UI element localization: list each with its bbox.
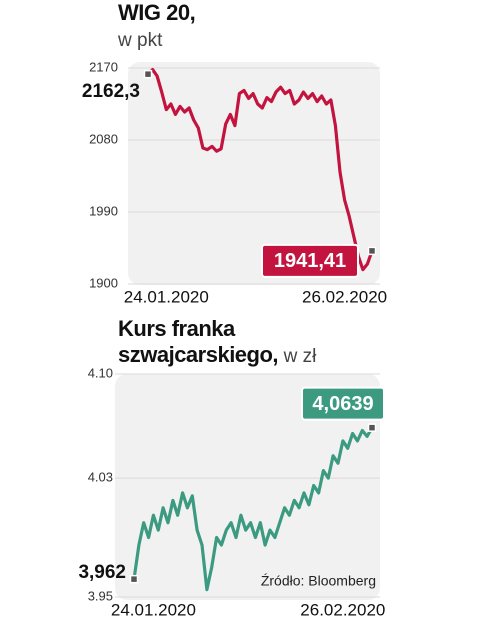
value-label-box	[301, 386, 385, 421]
y-tick-label: 2080	[89, 131, 118, 146]
chart-title-block: WIG 20, w pkt	[118, 0, 358, 54]
chart-title: Kurs franka szwajcarskiego,	[118, 316, 279, 367]
point-marker	[129, 574, 139, 584]
chart-subtitle: w pkt	[118, 30, 163, 51]
chart-title: WIG 20,	[118, 0, 196, 25]
source-note: Źródło: Bloomberg	[261, 573, 376, 589]
value-label-box	[261, 243, 359, 278]
y-tick-label: 4.03	[88, 470, 113, 485]
value-label: 1941,41	[274, 250, 346, 272]
plot-background	[115, 374, 380, 600]
chart-title-block: Kurs franka szwajcarskiego, w zł	[118, 316, 353, 370]
value-label: 3,962	[78, 562, 126, 583]
y-tick-label: 1990	[89, 203, 118, 218]
y-tick-label: 3.95	[88, 588, 113, 603]
plot-background	[128, 62, 380, 285]
x-tick-label: 26.02.2020	[300, 600, 385, 619]
x-tick-label: 24.01.2020	[124, 287, 209, 306]
value-label: 4,0639	[312, 393, 373, 415]
line	[146, 68, 374, 272]
point-marker	[143, 69, 153, 79]
y-tick-label: 1900	[89, 275, 118, 290]
point-marker	[367, 423, 377, 432]
x-tick-label: 24.01.2020	[111, 600, 196, 619]
chart-subtitle: w zł	[283, 346, 317, 367]
value-label: 2162,3	[82, 81, 140, 102]
point-marker	[367, 246, 377, 256]
x-tick-label: 26.02.2020	[302, 287, 387, 306]
line	[132, 426, 374, 592]
y-tick-label: 2170	[89, 59, 118, 74]
y-tick-label: 4.10	[88, 365, 113, 380]
